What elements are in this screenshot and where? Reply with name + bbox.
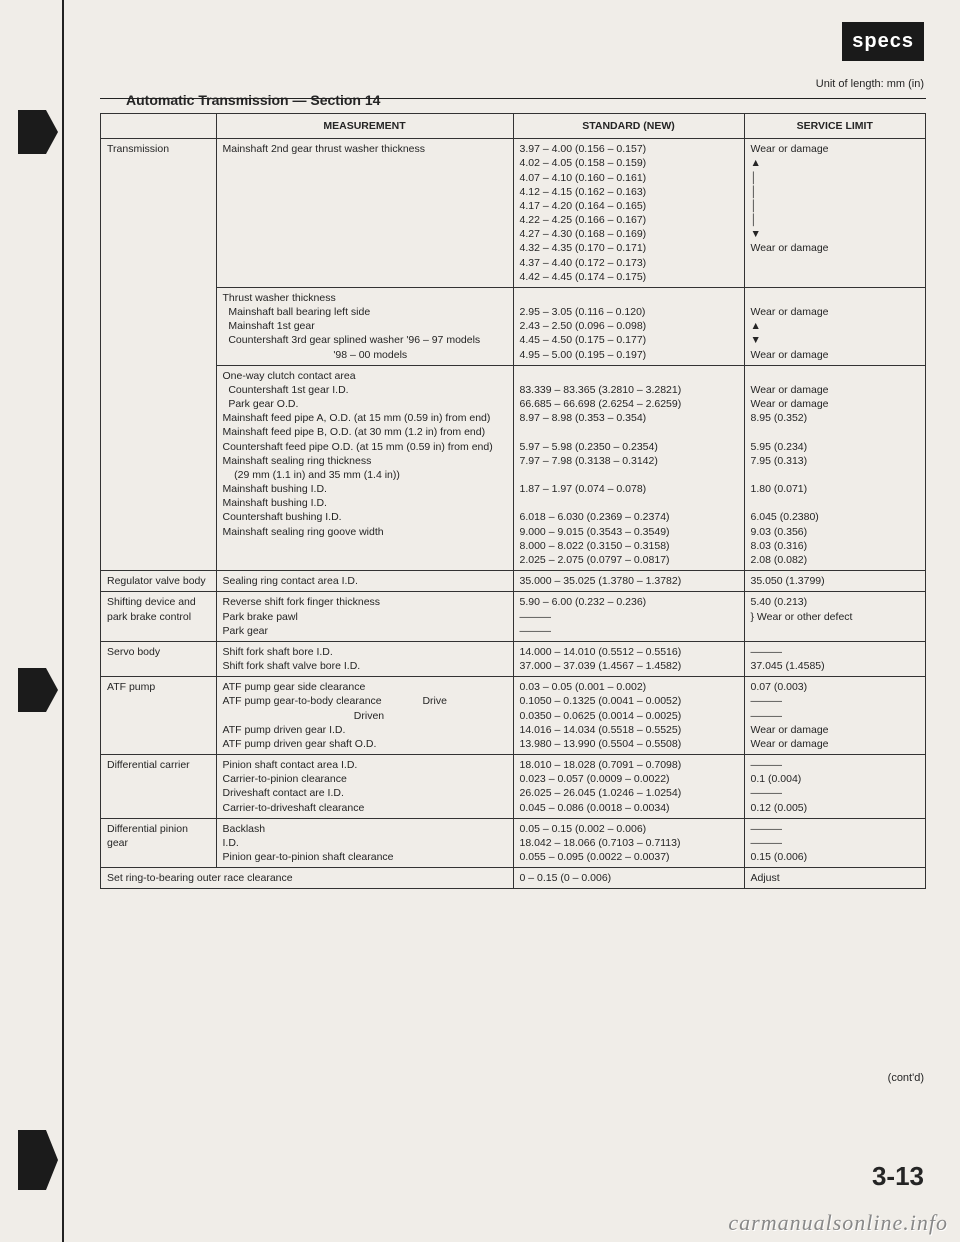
cell-service: ——— ——— 0.15 (0.006) <box>744 818 926 868</box>
row-group-span: Set ring-to-bearing outer race clearance <box>101 868 514 889</box>
cell-standard: 0.03 – 0.05 (0.001 – 0.002) 0.1050 – 0.1… <box>513 677 744 755</box>
table-row: Differential pinion gearBacklash I.D. Pi… <box>101 818 926 868</box>
cell-service: Wear or damage ▲ ▼ Wear or damage <box>744 287 926 365</box>
row-group: Servo body <box>101 641 217 676</box>
row-group: Shifting device and park brake control <box>101 592 217 642</box>
watermark: carmanualsonline.info <box>728 1210 948 1236</box>
cell-measurement: ATF pump gear side clearance ATF pump ge… <box>216 677 513 755</box>
cell-standard: 35.000 – 35.025 (1.3780 – 1.3782) <box>513 571 744 592</box>
cell-standard: 3.97 – 4.00 (0.156 – 0.157) 4.02 – 4.05 … <box>513 139 744 288</box>
table-row: One-way clutch contact area Countershaft… <box>101 365 926 570</box>
cell-standard: 0 – 0.15 (0 – 0.006) <box>513 868 744 889</box>
cell-service: 35.050 (1.3799) <box>744 571 926 592</box>
cell-service: Wear or damage ▲ │ │ │ │ ▼ Wear or damag… <box>744 139 926 288</box>
row-group: ATF pump <box>101 677 217 755</box>
cell-measurement: Pinion shaft contact area I.D. Carrier-t… <box>216 755 513 819</box>
bookmark-icon <box>18 668 58 712</box>
cell-standard: 18.010 – 18.028 (0.7091 – 0.7098) 0.023 … <box>513 755 744 819</box>
cell-standard: 83.339 – 83.365 (3.2810 – 3.2821) 66.685… <box>513 365 744 570</box>
table-row: Regulator valve bodySealing ring contact… <box>101 571 926 592</box>
col-service: SERVICE LIMIT <box>744 114 926 139</box>
cell-standard: 2.95 – 3.05 (0.116 – 0.120) 2.43 – 2.50 … <box>513 287 744 365</box>
contd-label: (cont'd) <box>888 1072 924 1084</box>
cell-measurement: Reverse shift fork finger thickness Park… <box>216 592 513 642</box>
cell-measurement: Backlash I.D. Pinion gear-to-pinion shaf… <box>216 818 513 868</box>
col-measurement: MEASUREMENT <box>216 114 513 139</box>
table-row: TransmissionMainshaft 2nd gear thrust wa… <box>101 139 926 288</box>
row-group: Differential carrier <box>101 755 217 819</box>
table-row: ATF pumpATF pump gear side clearance ATF… <box>101 677 926 755</box>
unit-of-length: Unit of length: mm (in) <box>816 78 924 90</box>
cell-service: Adjust <box>744 868 926 889</box>
table-row: Set ring-to-bearing outer race clearance… <box>101 868 926 889</box>
specs-badge: specs <box>842 22 924 61</box>
cell-service: ——— 0.1 (0.004) ——— 0.12 (0.005) <box>744 755 926 819</box>
cell-service: Wear or damage Wear or damage 8.95 (0.35… <box>744 365 926 570</box>
table-row: Differential carrierPinion shaft contact… <box>101 755 926 819</box>
cell-measurement: Thrust washer thickness Mainshaft ball b… <box>216 287 513 365</box>
row-group: Differential pinion gear <box>101 818 217 868</box>
cell-measurement: Mainshaft 2nd gear thrust washer thickne… <box>216 139 513 288</box>
cell-measurement: Sealing ring contact area I.D. <box>216 571 513 592</box>
spec-table: MEASUREMENT STANDARD (NEW) SERVICE LIMIT… <box>100 113 926 889</box>
cell-service: ——— 37.045 (1.4585) <box>744 641 926 676</box>
cell-measurement: Shift fork shaft bore I.D. Shift fork sh… <box>216 641 513 676</box>
spec-table-frame: MEASUREMENT STANDARD (NEW) SERVICE LIMIT… <box>100 98 926 889</box>
cell-service: 5.40 (0.213) } Wear or other defect <box>744 592 926 642</box>
cell-service: 0.07 (0.003) ——— ——— Wear or damage Wear… <box>744 677 926 755</box>
cell-measurement: One-way clutch contact area Countershaft… <box>216 365 513 570</box>
col-blank <box>101 114 217 139</box>
page-number: 3-13 <box>872 1161 924 1192</box>
row-group: Transmission <box>101 139 217 571</box>
cell-standard: 0.05 – 0.15 (0.002 – 0.006) 18.042 – 18.… <box>513 818 744 868</box>
col-standard: STANDARD (NEW) <box>513 114 744 139</box>
cell-standard: 14.000 – 14.010 (0.5512 – 0.5516) 37.000… <box>513 641 744 676</box>
table-row: Thrust washer thickness Mainshaft ball b… <box>101 287 926 365</box>
table-row: Shifting device and park brake controlRe… <box>101 592 926 642</box>
bookmark-icon <box>18 1130 58 1190</box>
cell-standard: 5.90 – 6.00 (0.232 – 0.236) ——— ——— <box>513 592 744 642</box>
row-group: Regulator valve body <box>101 571 217 592</box>
table-row: Servo bodyShift fork shaft bore I.D. Shi… <box>101 641 926 676</box>
bookmark-icon <box>18 110 58 154</box>
